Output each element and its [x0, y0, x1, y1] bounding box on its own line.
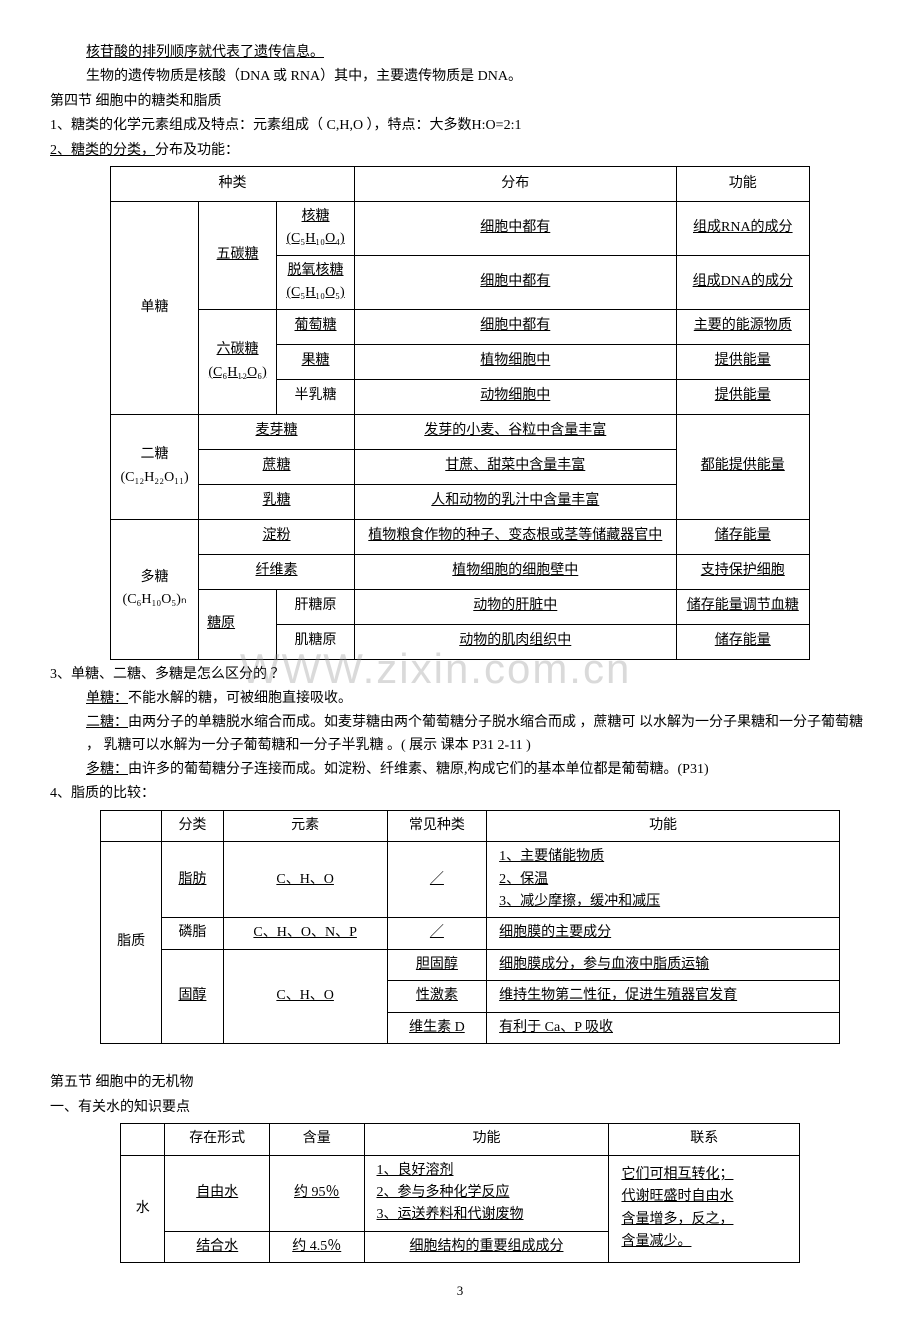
sugar-classification-intro: 2、糖类的分类，分布及功能： — [50, 140, 870, 162]
phos-elem: C、H、O、N、P — [223, 918, 387, 949]
sugar-composition: 1、糖类的化学元素组成及特点：元素组成（ C,H,O ），特点：大多数H:O=2… — [50, 115, 870, 137]
phospholipid: 磷脂 — [162, 918, 223, 949]
free-func: 1、良好溶剂2、参与多种化学反应3、运送养料和代谢废物 — [364, 1155, 609, 1231]
phos-func: 细胞膜的主要成分 — [487, 918, 840, 949]
th-dist: 分布 — [355, 166, 677, 201]
section4-title: 第四节 细胞中的糖类和脂质 — [50, 91, 870, 113]
disacch-func: 都能提供能量 — [676, 414, 809, 519]
galactose-func: 提供能量 — [676, 379, 809, 414]
hexose-label: 六碳糖(C₆H₁₂O₆) — [199, 309, 277, 414]
fructose-dist: 植物细胞中 — [355, 344, 677, 379]
sucrose: 蔗糖 — [199, 449, 355, 484]
sterol-elem: C、H、O — [223, 949, 387, 1043]
ribose-dist: 细胞中都有 — [355, 201, 677, 255]
lipid-table: 分类 元素 常见种类 功能 脂质 脂肪 C、H、O ／ 1、主要储能物质2、保温… — [100, 810, 840, 1044]
disacch-label: 二糖(C₁₂H₂₂O₁₁) — [111, 414, 199, 519]
glucose-func: 主要的能源物质 — [676, 309, 809, 344]
th-content: 含量 — [269, 1124, 364, 1155]
liver-func: 储存能量调节血糖 — [676, 589, 809, 624]
glucose: 葡萄糖 — [277, 309, 355, 344]
phos-kind: ／ — [387, 918, 486, 949]
cellulose-dist: 植物细胞的细胞壁中 — [355, 554, 677, 589]
muscle-func: 储存能量 — [676, 624, 809, 659]
starch-func: 储存能量 — [676, 519, 809, 554]
th-func: 功能 — [676, 166, 809, 201]
th-relation: 联系 — [609, 1124, 800, 1155]
starch: 淀粉 — [199, 519, 355, 554]
mono-label: 单糖 — [111, 201, 199, 414]
th-kinds: 常见种类 — [387, 810, 486, 841]
page-number: 3 — [50, 1281, 870, 1302]
bound-func: 细胞结构的重要组成成分 — [364, 1231, 609, 1262]
starch-dist: 植物粮食作物的种子、变态根或茎等储藏器官中 — [355, 519, 677, 554]
liver-dist: 动物的肝脏中 — [355, 589, 677, 624]
section5-title: 第五节 细胞中的无机物 — [50, 1072, 870, 1094]
cellulose: 纤维素 — [199, 554, 355, 589]
sex-func: 维持生物第二性征，促进生殖器官发育 — [487, 981, 840, 1012]
chol-func: 细胞膜成分，参与血液中脂质运输 — [487, 949, 840, 980]
lactose: 乳糖 — [199, 484, 355, 519]
water-table: 存在形式 含量 功能 联系 水 自由水 约 95％ 1、良好溶剂2、参与多种化学… — [120, 1123, 800, 1263]
deoxyribose: 脱氧核糖(C₅H₁₀O₅) — [277, 255, 355, 309]
fat-kind: ／ — [387, 842, 486, 918]
deoxy-dist: 细胞中都有 — [355, 255, 677, 309]
fat-func: 1、主要储能物质2、保温3、减少摩擦，缓冲和减压 — [487, 842, 840, 918]
liver-glycogen: 肝糖原 — [277, 589, 355, 624]
sterol: 固醇 — [162, 949, 223, 1043]
cellulose-func: 支持保护细胞 — [676, 554, 809, 589]
deoxy-func: 组成DNA的成分 — [676, 255, 809, 309]
th-form: 存在形式 — [165, 1124, 270, 1155]
fat-elem: C、H、O — [223, 842, 387, 918]
intro-line2: 生物的遗传物质是核酸（DNA 或 RNA）其中，主要遗传物质是 DNA。 — [50, 66, 870, 88]
water-relation: 它们可相互转化；代谢旺盛时自由水含量增多，反之，含量减少。 — [609, 1155, 800, 1263]
lipid-cat: 脂质 — [101, 842, 162, 1044]
sex-hormone: 性激素 — [387, 981, 486, 1012]
bound-percent: 约 4.5％ — [269, 1231, 364, 1262]
free-percent: 约 95％ — [269, 1155, 364, 1231]
galactose-dist: 动物细胞中 — [355, 379, 677, 414]
th-kind: 种类 — [111, 166, 355, 201]
lactose-dist: 人和动物的乳汁中含量丰富 — [355, 484, 677, 519]
cholesterol: 胆固醇 — [387, 949, 486, 980]
fructose-func: 提供能量 — [676, 344, 809, 379]
pentose-label: 五碳糖 — [199, 201, 277, 309]
fructose: 果糖 — [277, 344, 355, 379]
poly-def: 多糖：由许多的葡萄糖分子连接而成。如淀粉、纤维素、糖原,构成它们的基本单位都是葡… — [50, 759, 870, 781]
sucrose-dist: 甘蔗、甜菜中含量丰富 — [355, 449, 677, 484]
ribose: 核糖(C₅H₁₀O₄) — [277, 201, 355, 255]
th-func2: 功能 — [487, 810, 840, 841]
lipid-title: 4、脂质的比较： — [50, 783, 870, 805]
mono-def: 单糖：不能水解的糖，可被细胞直接吸收。 — [50, 688, 870, 710]
polysacch-label: 多糖(C₆H₁₀O₅)ₙ — [111, 519, 199, 659]
muscle-glycogen: 肌糖原 — [277, 624, 355, 659]
vitamin-d: 维生素 D — [387, 1012, 486, 1043]
maltose: 麦芽糖 — [199, 414, 355, 449]
galactose: 半乳糖 — [277, 379, 355, 414]
vd-func: 有利于 Ca、P 吸收 — [487, 1012, 840, 1043]
fat: 脂肪 — [162, 842, 223, 918]
glycogen: 糖原 — [199, 589, 277, 659]
water-subtitle: 一、有关水的知识要点 — [50, 1097, 870, 1119]
th-class: 分类 — [162, 810, 223, 841]
di-def: 二糖：由两分子的单糖脱水缩合而成。如麦芽糖由两个葡萄糖分子脱水缩合而成 ，蔗糖可… — [50, 712, 870, 757]
sugar-table: 种类 分布 功能 单糖 五碳糖 核糖(C₅H₁₀O₄) 细胞中都有 组成RNA的… — [110, 166, 810, 660]
free-water: 自由水 — [165, 1155, 270, 1231]
ribose-func: 组成RNA的成分 — [676, 201, 809, 255]
water-cat: 水 — [121, 1155, 165, 1263]
sugar-question: 3、单糖、二糖、多糖是怎么区分的 ？ — [50, 664, 870, 686]
maltose-dist: 发芽的小麦、谷粒中含量丰富 — [355, 414, 677, 449]
th-func3: 功能 — [364, 1124, 609, 1155]
th-elem: 元素 — [223, 810, 387, 841]
muscle-dist: 动物的肌肉组织中 — [355, 624, 677, 659]
glucose-dist: 细胞中都有 — [355, 309, 677, 344]
bound-water: 结合水 — [165, 1231, 270, 1262]
intro-line1: 核苷酸的排列顺序就代表了遗传信息。 — [86, 45, 324, 60]
